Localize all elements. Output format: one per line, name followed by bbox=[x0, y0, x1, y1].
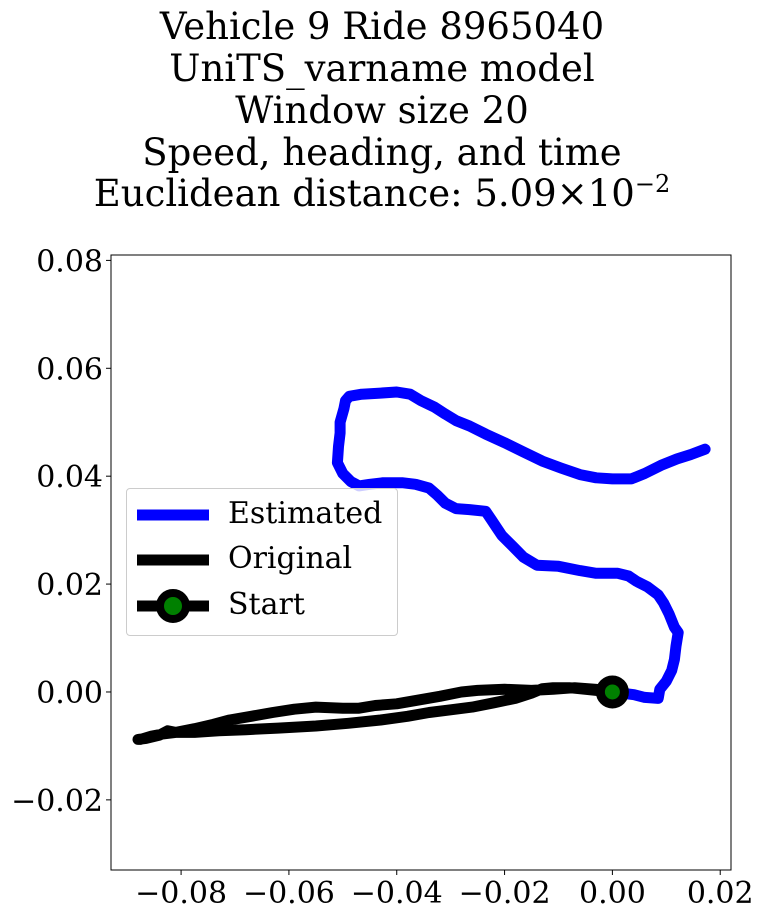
x-tick-label: −0.04 bbox=[351, 876, 443, 911]
distance-label: Euclidean distance: bbox=[93, 172, 475, 215]
x-tick-label: −0.06 bbox=[243, 876, 335, 911]
y-tick-label: 0.02 bbox=[36, 568, 103, 603]
distance-exponent: −2 bbox=[634, 170, 671, 198]
x-tick-label: −0.08 bbox=[135, 876, 227, 911]
legend-label-estimated: Estimated bbox=[228, 496, 383, 531]
series-layer bbox=[132, 386, 711, 745]
y-tick-label: −0.02 bbox=[11, 784, 103, 819]
distance-base: 10 bbox=[587, 172, 635, 215]
series-original-line bbox=[132, 682, 618, 745]
distance-mantissa: 5.09 bbox=[474, 172, 557, 215]
distance-times: × bbox=[556, 172, 588, 215]
y-tick-label: 0.04 bbox=[36, 460, 103, 495]
legend-label-original: Original bbox=[228, 541, 353, 576]
legend-start-marker bbox=[156, 589, 190, 623]
x-tick-label: 0.00 bbox=[579, 876, 646, 911]
legend bbox=[126, 488, 398, 636]
title-line-3: Window size 20 bbox=[235, 89, 529, 132]
title-line-4: Speed, heading, and time bbox=[142, 131, 622, 174]
legend-handles bbox=[137, 509, 209, 623]
start-marker bbox=[595, 675, 629, 709]
plot-frame bbox=[110, 254, 732, 871]
title-line-2: UniTS_varname model bbox=[169, 47, 595, 90]
y-tick-label: 0.06 bbox=[36, 352, 103, 387]
title-line-5-distance: Euclidean distance: 5.09×10−2 bbox=[0, 172, 764, 212]
series-estimated-line bbox=[331, 386, 711, 704]
legend-label-start: Start bbox=[228, 587, 305, 622]
y-tick-label: 0.08 bbox=[36, 244, 103, 279]
x-tick-label: −0.02 bbox=[459, 876, 551, 911]
x-tick-label: 0.02 bbox=[687, 876, 754, 911]
y-tick-label: 0.00 bbox=[36, 676, 103, 711]
tick-layer: −0.08 −0.06 −0.04 −0.02 0.00 0.02 −0.02 0.00 0.0… bbox=[11, 244, 754, 911]
title-line-1: Vehicle 9 Ride 8965040 bbox=[159, 5, 605, 48]
